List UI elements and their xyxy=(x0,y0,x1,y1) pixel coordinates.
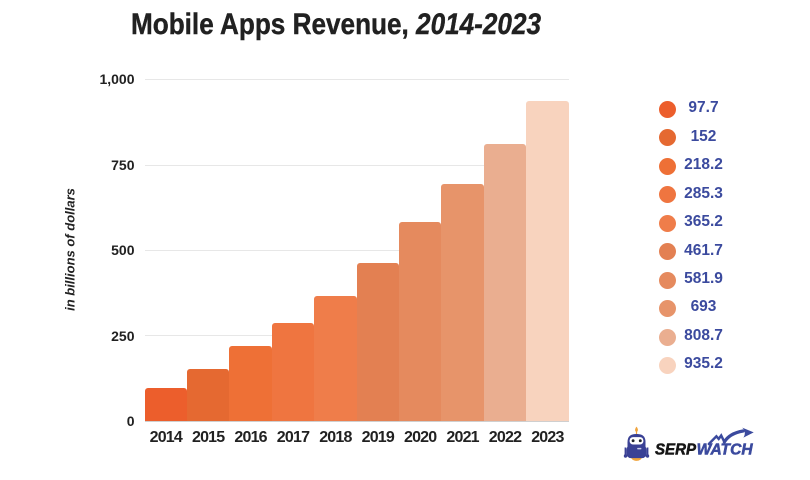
svg-text:SERP: SERP xyxy=(655,442,697,459)
svg-text:WATCH: WATCH xyxy=(697,442,754,459)
